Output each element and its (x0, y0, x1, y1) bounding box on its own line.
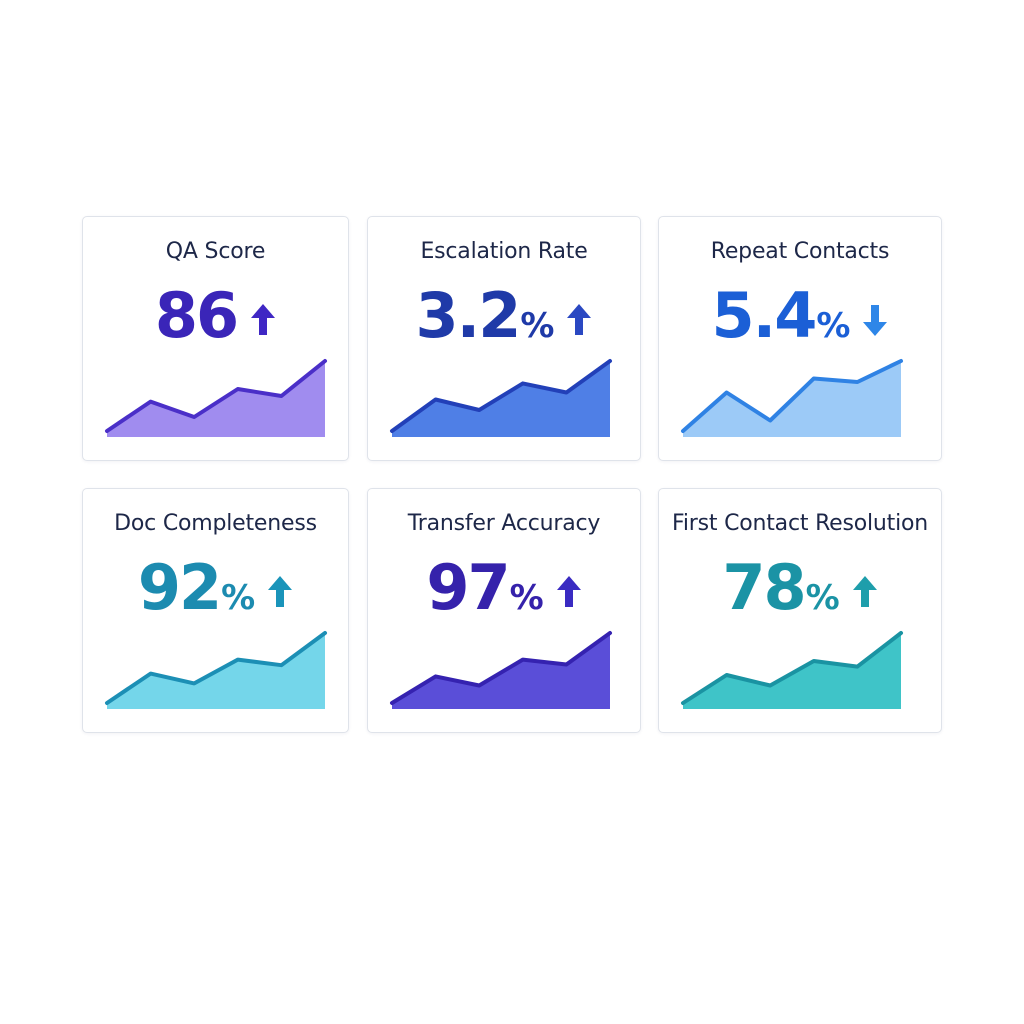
sparkline-line (390, 359, 612, 433)
kpi-card-title: First Contact Resolution (671, 511, 929, 536)
sparkline-line (105, 359, 327, 433)
sparkline-chart (390, 359, 612, 437)
kpi-value: 97 (426, 551, 510, 624)
trend-arrow-icon (251, 304, 276, 335)
kpi-unit: % (221, 578, 256, 618)
kpi-value: 78 (722, 551, 806, 624)
kpi-card-repeat-contacts[interactable]: Repeat Contacts 5.4 % (658, 216, 942, 461)
kpi-unit: % (816, 306, 851, 346)
kpi-card-first-contact-resolution[interactable]: First Contact Resolution 78 % (658, 488, 942, 733)
trend-arrow-icon (567, 304, 592, 335)
sparkline-area (683, 633, 901, 709)
kpi-unit: % (520, 306, 555, 346)
sparkline-line (681, 359, 903, 433)
arrow-up-shape (852, 576, 877, 607)
trend-arrow-icon (852, 576, 877, 607)
sparkline-chart (681, 359, 903, 437)
kpi-value: 3.2 (415, 279, 522, 352)
sparkline-area (107, 633, 325, 709)
trend-arrow-icon (863, 305, 888, 336)
sparkline-chart (681, 631, 903, 709)
kpi-value-row: 97 % (368, 557, 640, 619)
kpi-card-transfer-accuracy[interactable]: Transfer Accuracy 97 % (367, 488, 641, 733)
arrow-down-shape (863, 305, 888, 336)
sparkline-line (390, 631, 612, 705)
sparkline-chart (105, 631, 327, 709)
kpi-card-title: Repeat Contacts (710, 239, 890, 264)
sparkline-area (107, 361, 325, 437)
kpi-card-doc-completeness[interactable]: Doc Completeness 92 % (82, 488, 349, 733)
arrow-up-shape (556, 576, 581, 607)
kpi-value: 92 (137, 551, 222, 624)
kpi-card-qa-score[interactable]: QA Score 86 (82, 216, 349, 461)
kpi-value-row: 78 % (659, 557, 941, 619)
kpi-value: 86 (154, 279, 239, 352)
sparkline-line (681, 631, 903, 705)
sparkline-line (105, 631, 327, 705)
kpi-value: 5.4 (711, 279, 818, 352)
kpi-card-title: QA Score (165, 239, 266, 264)
kpi-card-title: Transfer Accuracy (407, 511, 601, 536)
trend-arrow-icon (556, 576, 581, 607)
kpi-card-title: Escalation Rate (420, 239, 588, 264)
kpi-unit: % (805, 578, 840, 618)
kpi-card-escalation-rate[interactable]: Escalation Rate 3.2 % (367, 216, 641, 461)
kpi-card-title: Doc Completeness (114, 511, 317, 536)
kpi-unit: % (509, 578, 544, 618)
kpi-value-row: 92 % (83, 557, 348, 619)
kpi-value-row: 5.4 % (659, 285, 941, 347)
sparkline-area (683, 361, 901, 437)
sparkline-chart (105, 359, 327, 437)
kpi-value-row: 3.2 % (368, 285, 640, 347)
arrow-up-shape (251, 304, 276, 335)
arrow-up-shape (268, 576, 293, 607)
trend-arrow-icon (268, 576, 293, 607)
kpi-value-row: 86 (83, 285, 348, 347)
sparkline-area (392, 633, 610, 709)
arrow-up-shape (567, 304, 592, 335)
sparkline-chart (390, 631, 612, 709)
